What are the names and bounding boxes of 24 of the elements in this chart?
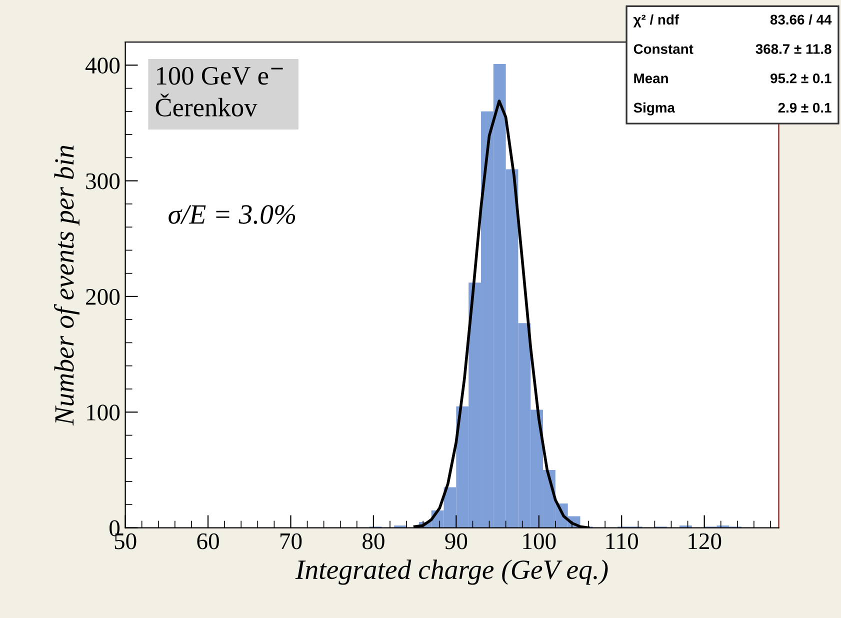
annotation: 100 GeV e$^{−}$ [157, 66, 283, 85]
x-tick-label: 60 [197, 533, 219, 550]
text: 83.66 / 44 [770, 14, 832, 25]
annotation: Čerenkov [156, 94, 258, 116]
y-tick-label: 100 [87, 404, 120, 421]
x-tick-label: 110 [606, 533, 638, 550]
annotation: Constant [634, 44, 694, 54]
x-tick-label: 70 [280, 533, 302, 550]
annotation: 368.7 ± 11.8 [756, 44, 832, 54]
y-axis-title: Number of events per bin [54, 146, 80, 426]
annotation: Sigma [634, 102, 676, 116]
annotation: 2.9 ± 0.1 [778, 102, 832, 113]
x-tick-label: 90 [445, 533, 468, 550]
x-tick-label: 120 [688, 533, 722, 550]
x-axis-title: Integrated charge (GeV eq.) [295, 560, 608, 585]
y-tick-label: 300 [86, 173, 120, 190]
annotation: 95.2 ± 0.1 [770, 73, 832, 84]
annotation: σ/E = 3.0% [168, 205, 296, 224]
x-tick-label: 100 [523, 533, 556, 550]
x-tick-label: 80 [362, 533, 384, 550]
text: χ² / ndf [633, 14, 680, 28]
annotation: Mean [634, 74, 668, 84]
y-tick-label: 200 [86, 288, 120, 305]
y-tick-label: 400 [85, 58, 120, 74]
